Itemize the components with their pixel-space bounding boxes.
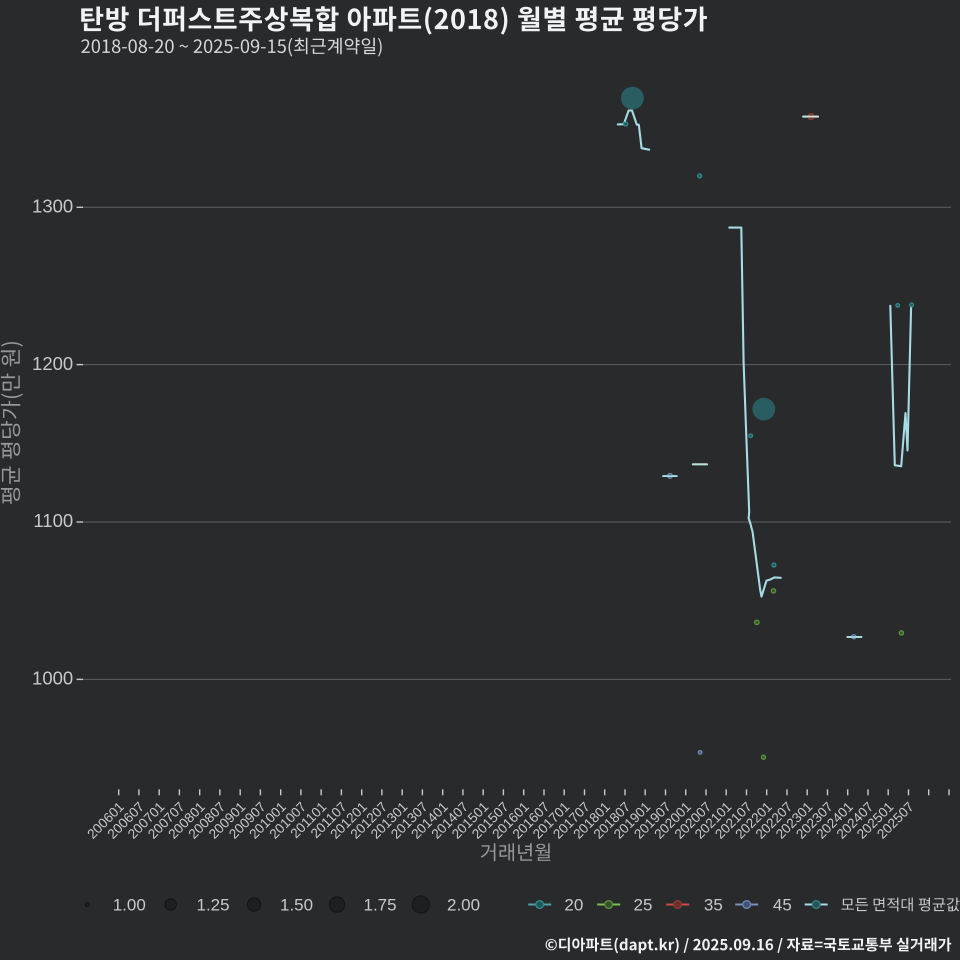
- svg-text:1.00: 1.00: [113, 896, 146, 915]
- svg-text:1.50: 1.50: [280, 896, 313, 915]
- svg-text:20: 20: [564, 896, 583, 915]
- svg-text:25: 25: [634, 896, 653, 915]
- svg-text:1.75: 1.75: [364, 896, 397, 915]
- svg-text:35: 35: [704, 896, 723, 915]
- svg-text:45: 45: [773, 896, 792, 915]
- svg-text:1000: 1000: [32, 668, 73, 689]
- svg-text:1.25: 1.25: [197, 896, 230, 915]
- svg-text:1200: 1200: [32, 353, 73, 374]
- svg-text:1300: 1300: [32, 196, 73, 217]
- svg-text:2.00: 2.00: [447, 896, 480, 915]
- svg-text:1100: 1100: [33, 510, 73, 531]
